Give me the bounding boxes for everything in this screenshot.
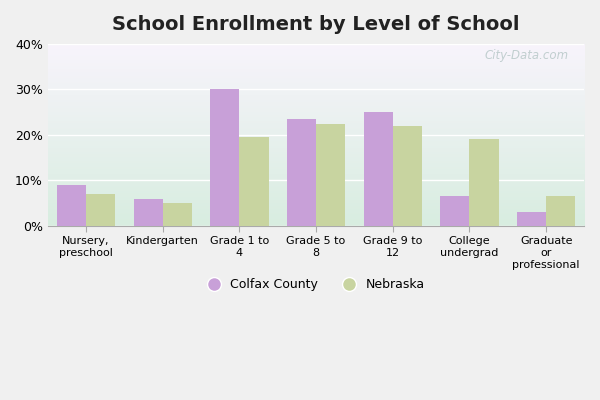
Bar bbox=[287, 119, 316, 226]
Bar bbox=[517, 212, 546, 226]
Bar bbox=[364, 112, 393, 226]
Bar bbox=[57, 185, 86, 226]
Bar bbox=[210, 89, 239, 226]
Bar bbox=[134, 198, 163, 226]
Bar bbox=[86, 194, 115, 226]
Bar bbox=[546, 196, 575, 226]
Bar bbox=[239, 137, 269, 226]
Bar bbox=[163, 203, 192, 226]
Title: School Enrollment by Level of School: School Enrollment by Level of School bbox=[112, 15, 520, 34]
Bar bbox=[440, 196, 469, 226]
Legend: Colfax County, Nebraska: Colfax County, Nebraska bbox=[203, 273, 430, 296]
Bar bbox=[316, 124, 345, 226]
Text: City-Data.com: City-Data.com bbox=[484, 49, 568, 62]
Bar bbox=[469, 140, 499, 226]
Bar bbox=[393, 126, 422, 226]
